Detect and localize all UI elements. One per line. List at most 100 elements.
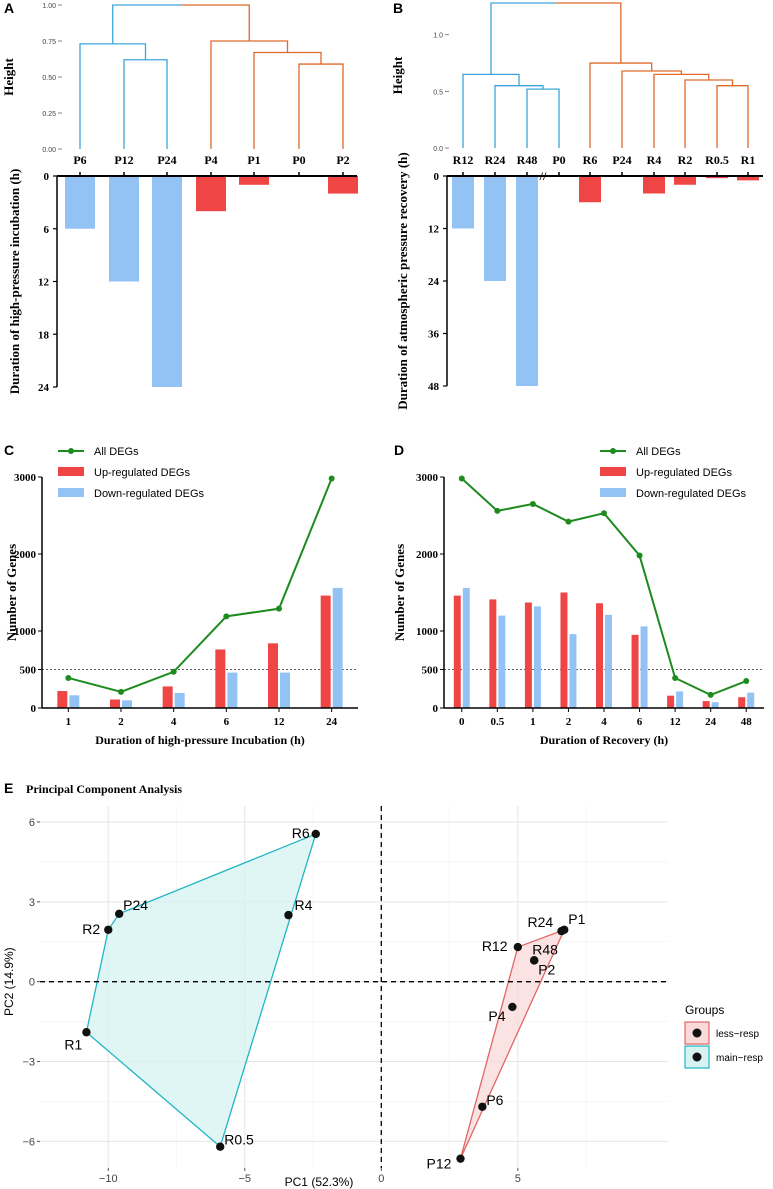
bar [196, 176, 226, 212]
legend-label: Up-regulated DEGs [94, 467, 190, 479]
pca-point [114, 909, 124, 919]
y-tick-label: 2000 [14, 549, 37, 561]
x-axis-label: Duration of Recovery (h) [540, 733, 668, 747]
x-tick-label: 12 [274, 716, 286, 728]
y-tick-label: 500 [422, 665, 439, 677]
y-tick-label: 0 [31, 703, 37, 715]
dendrogram-branch [112, 4, 181, 44]
bar-down [227, 672, 238, 708]
y-tick-label: 1000 [14, 626, 37, 638]
bar-up [667, 695, 675, 708]
x-tick-label: 2 [566, 716, 572, 728]
hull-main [85, 832, 317, 1148]
bar [65, 176, 95, 229]
bar-up [453, 595, 461, 708]
point-all [743, 678, 750, 685]
pca-point [478, 1102, 487, 1111]
dendrogram-branch [181, 4, 250, 41]
pca-point-label: R2 [82, 921, 100, 937]
x-tick-label: 0.5 [490, 716, 504, 728]
dendrogram-tick-label: 0.5 [433, 89, 443, 96]
panel-letter: A [4, 0, 14, 16]
x-tick-label: 2 [118, 716, 124, 728]
legend-swatch-main-point [692, 1052, 702, 1062]
panel-e: E Principal Component Analysis R6 R4 P24 R2 R1… [2, 780, 763, 1189]
bar-down [280, 672, 290, 708]
bar-down [605, 614, 612, 708]
bar-up [596, 603, 603, 708]
pca-point-label: R12 [482, 938, 508, 954]
x-tick-label: −5 [239, 1173, 252, 1185]
panel-letter: C [4, 442, 14, 458]
value-tick-label: 24 [428, 276, 440, 288]
leaf-label: R6 [583, 153, 598, 167]
bar [452, 176, 474, 229]
leaf-label: R2 [678, 153, 693, 167]
bar-up [524, 602, 532, 708]
bar-up [320, 595, 331, 708]
leaf-label: P24 [157, 153, 176, 167]
point-all [170, 668, 177, 675]
y-tick-label: 3000 [416, 472, 439, 484]
bar-up [738, 697, 746, 708]
legend-label: Down-regulated DEGs [636, 488, 747, 500]
bar-down [332, 587, 343, 708]
y-tick-label: 0 [29, 977, 35, 989]
x-tick-label: 1 [66, 716, 72, 728]
dendrogram-branch [298, 63, 344, 149]
pca-point-label: R1 [64, 1036, 82, 1052]
hull-less [459, 928, 566, 1159]
point-all [529, 500, 536, 507]
legend-swatch-down [600, 488, 626, 497]
bar-up [489, 599, 497, 708]
x-tick-label: 4 [171, 716, 177, 728]
point-all [494, 507, 501, 514]
dendrogram-tick-label: 1.0 [433, 33, 443, 40]
x-tick-label: 6 [224, 716, 230, 728]
value-axis-label: Duration of high-pressure incubation (h) [7, 169, 22, 395]
bar [643, 176, 665, 194]
point-all [118, 688, 124, 695]
leaf-label: P24 [612, 153, 631, 167]
x-tick-label: 0 [378, 1173, 384, 1185]
point-all [276, 605, 282, 612]
pca-point-label: P6 [486, 1092, 503, 1108]
x-tick-label: 24 [326, 716, 338, 728]
pca-point-label: P2 [538, 961, 555, 977]
bar-up [57, 691, 68, 708]
bar [328, 176, 358, 194]
value-tick-label: 18 [38, 329, 50, 341]
bar-up [560, 592, 568, 708]
x-tick-label: 1 [530, 716, 536, 728]
leaf-label: P6 [73, 153, 86, 167]
leaf-label: R0.5 [705, 153, 729, 167]
leaf-label: R1 [741, 153, 756, 167]
bar-up [702, 701, 710, 708]
leaf-label: R24 [485, 153, 506, 167]
legend-label: All DEGs [636, 446, 681, 458]
leaf-label: P12 [114, 153, 133, 167]
value-tick-label: 12 [428, 224, 440, 236]
y-tick-label: −3 [22, 1057, 35, 1069]
leaf-label: P4 [204, 153, 217, 167]
point-all [223, 613, 230, 620]
pca-point [104, 925, 113, 934]
dendrogram-tick-label: 0.75 [42, 39, 56, 46]
bar-down [498, 615, 506, 708]
y-tick-label: 2000 [416, 549, 439, 561]
x-tick-label: 6 [637, 716, 643, 728]
legend-swatch-up [600, 467, 626, 476]
axis-break: // [539, 169, 547, 183]
x-tick-label: 48 [741, 716, 753, 728]
panel-letter: B [393, 0, 403, 16]
dendrogram-branch [123, 59, 168, 149]
x-axis-label: Duration of high-pressure Incubation (h) [95, 733, 305, 747]
x-tick-label: −10 [99, 1173, 118, 1185]
bar-up [110, 699, 120, 708]
bar-down [711, 702, 719, 708]
y-tick-label: 0 [433, 703, 439, 715]
point-all [458, 475, 465, 482]
panel-b: B 0.0 0.5 1.0 Height R12 R24 R48 P0 R6 P24 R4 R2 R0.5… [390, 0, 763, 410]
bar [706, 176, 728, 179]
pca-point-label: P4 [488, 1008, 505, 1024]
